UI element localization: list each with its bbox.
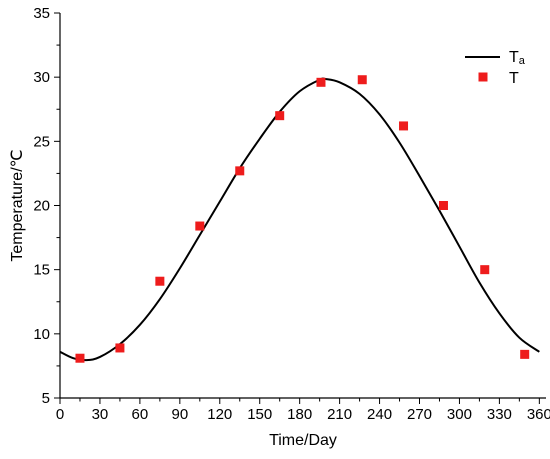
data-point-T bbox=[438, 201, 448, 210]
x-tick-label: 120 bbox=[207, 406, 232, 423]
y-tick-label: 10 bbox=[33, 326, 50, 343]
data-point-T bbox=[520, 349, 530, 359]
legend-label-Ta: Ta bbox=[509, 49, 526, 67]
data-point-T bbox=[195, 221, 205, 231]
data-point-T bbox=[399, 121, 409, 131]
data-point-T bbox=[275, 111, 285, 121]
plot-area: 0 30 60 90 120 150 180 210 240 270 300 330 360 5 10 15 2… bbox=[33, 5, 550, 423]
x-tick-label: 330 bbox=[487, 406, 512, 423]
data-point-T bbox=[316, 77, 326, 87]
y-tick-label: 5 bbox=[42, 390, 50, 407]
y-tick-label: 30 bbox=[33, 69, 50, 86]
x-tick-label: 60 bbox=[132, 406, 149, 423]
legend-label-Ta-sub: a bbox=[519, 55, 526, 67]
y-axis-title: Temperature/℃ bbox=[9, 149, 26, 261]
series-line-Ta bbox=[59, 77, 540, 362]
data-point-T bbox=[75, 353, 85, 363]
x-tick-label: 360 bbox=[527, 406, 550, 423]
x-tick-label: 150 bbox=[247, 406, 272, 423]
legend-square-symbol bbox=[478, 72, 488, 82]
legend-label-Ta-main: T bbox=[509, 49, 519, 66]
x-tick-label: 300 bbox=[447, 406, 472, 423]
data-point-T bbox=[235, 166, 245, 176]
x-tick-label: 240 bbox=[367, 406, 392, 423]
x-tick-label: 30 bbox=[92, 406, 109, 423]
x-tick-label: 180 bbox=[287, 406, 312, 423]
x-tick-label: 210 bbox=[327, 406, 352, 423]
x-tick-label: 0 bbox=[56, 406, 64, 423]
data-point-T bbox=[480, 265, 490, 275]
legend: TaT bbox=[465, 49, 526, 87]
x-axis-title: Time/Day bbox=[269, 432, 337, 449]
y-tick-label: 35 bbox=[33, 5, 50, 22]
data-point-T bbox=[115, 343, 125, 353]
x-tick-label: 270 bbox=[407, 406, 432, 423]
data-point-T bbox=[155, 276, 165, 286]
legend-label-T: T bbox=[509, 70, 519, 87]
y-tick-label: 20 bbox=[33, 198, 50, 215]
y-tick-label: 25 bbox=[33, 133, 50, 150]
y-tick-label: 15 bbox=[33, 262, 50, 279]
data-point-T bbox=[357, 75, 367, 85]
x-tick-label: 90 bbox=[171, 406, 188, 423]
